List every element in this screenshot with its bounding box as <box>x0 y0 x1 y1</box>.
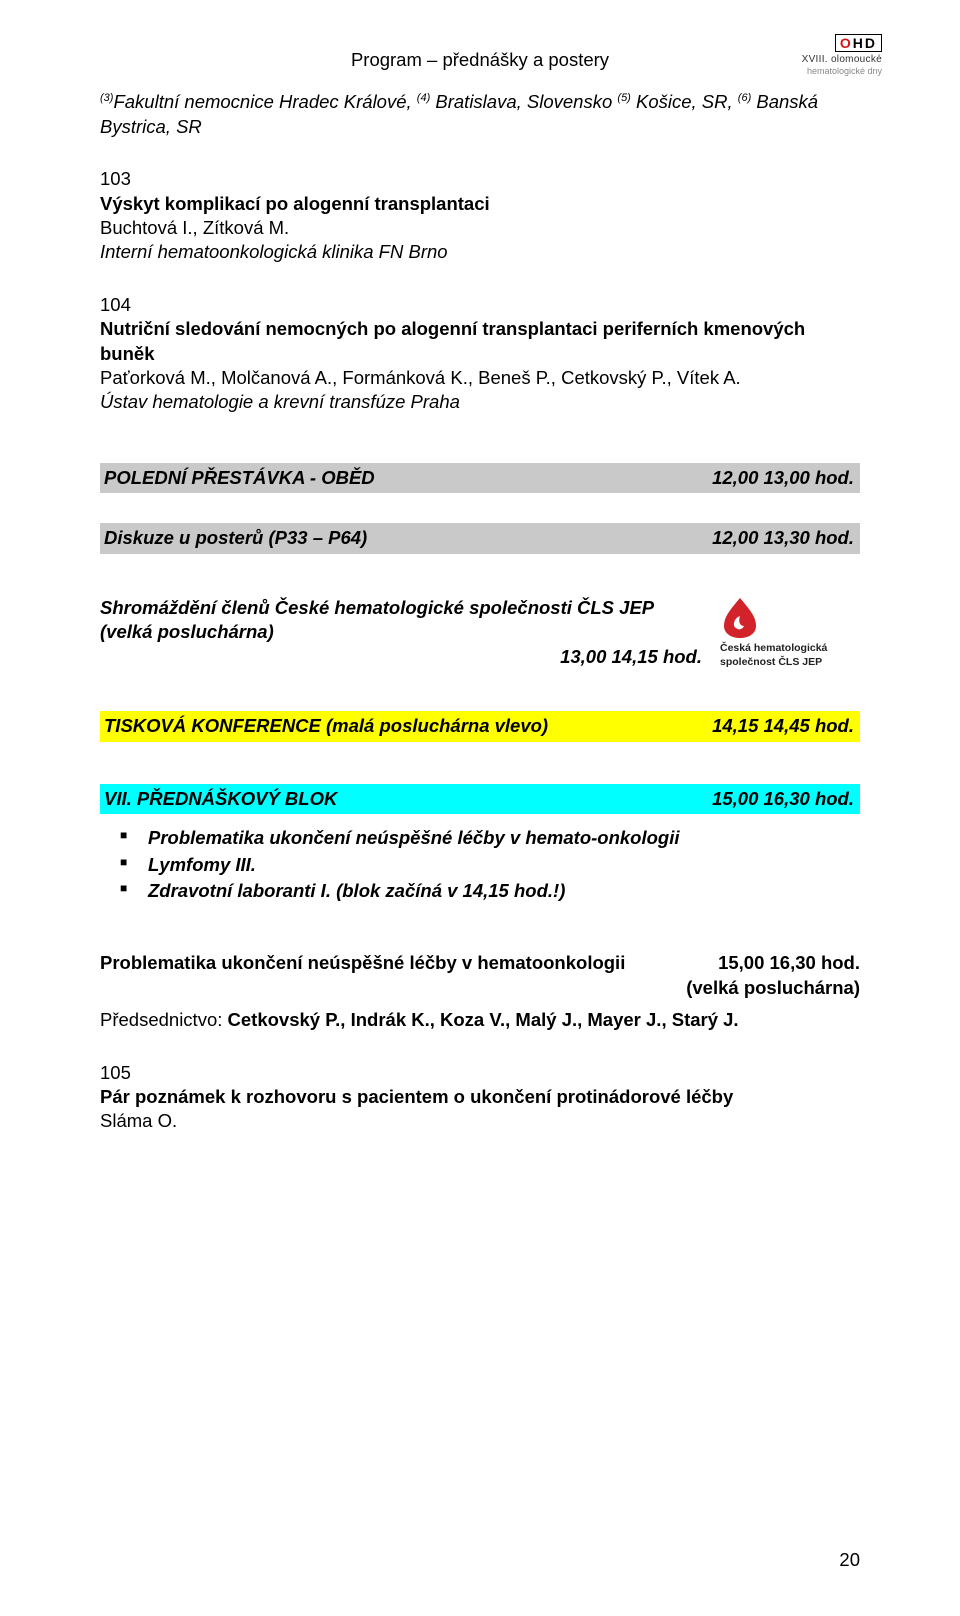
bullet-item-2: Lymfomy III. <box>148 853 860 877</box>
lunch-break-bar: POLEDNÍ PŘESTÁVKA - OBĚD 12,00 13,00 hod… <box>100 463 860 493</box>
entry-105-title: Pár poznámek k rozhovoru s pacientem o u… <box>100 1085 860 1109</box>
page-number: 20 <box>839 1548 860 1572</box>
affil-t1: Fakultní nemocnice Hradec Králové, <box>113 91 416 112</box>
assembly-time: 13,00 14,15 hod. <box>100 645 702 669</box>
lecture-block-7-time: 15,00 16,30 hod. <box>712 787 854 811</box>
press-conference-label: TISKOVÁ KONFERENCE (malá posluchárna vle… <box>104 714 712 738</box>
page-container: Program – přednášky a postery OHD XVIII.… <box>0 0 960 1616</box>
affil-t2: Bratislava, Slovensko <box>430 91 617 112</box>
session-right: 15,00 16,30 hod. (velká posluchárna) <box>686 951 860 1000</box>
ohd-logo-box: OHD <box>835 34 882 52</box>
affil-sup6: (6) <box>738 92 751 104</box>
session-header-row: Problematika ukončení neúspěšné léčby v … <box>100 951 860 1000</box>
bullet-item-1: Problematika ukončení neúspěšné léčby v … <box>148 826 860 850</box>
entry-103-title: Výskyt komplikací po alogenní transplant… <box>100 192 860 216</box>
affil-sup5: (5) <box>617 92 630 104</box>
entry-104-authors: Paťorková M., Molčanová A., Formánková K… <box>100 366 860 390</box>
poster-discussion-bar: Diskuze u posterů (P33 – P64) 12,00 13,3… <box>100 523 860 553</box>
entry-104-inst: Ústav hematologie a krevní transfúze Pra… <box>100 390 860 414</box>
event-logo-sub1: XVIII. olomoucké <box>712 54 882 66</box>
press-conference-bar: TISKOVÁ KONFERENCE (malá posluchárna vle… <box>100 711 860 741</box>
press-conference-time: 14,15 14,45 hod. <box>712 714 854 738</box>
chair-line: Předsednictvo: Cetkovský P., Indrák K., … <box>100 1008 860 1032</box>
lunch-break-label: POLEDNÍ PŘESTÁVKA - OBĚD <box>104 466 712 490</box>
entry-104-title: Nutriční sledování nemocných po alogenní… <box>100 317 860 366</box>
entry-105-num: 105 <box>100 1061 860 1085</box>
event-logo-sub2: hematologické dny <box>712 66 882 76</box>
entry-103-num: 103 <box>100 167 860 191</box>
entry-104: 104 Nutriční sledování nemocných po alog… <box>100 293 860 415</box>
poster-discussion-time: 12,00 13,30 hod. <box>712 526 854 550</box>
ohd-logo-o: O <box>840 35 853 51</box>
lecture-block-7-label: VII. PŘEDNÁŠKOVÝ BLOK <box>104 787 712 811</box>
chs-logo-line1: Česká hematologická <box>720 642 860 656</box>
affil-sup3: (3) <box>100 92 113 104</box>
entry-103: 103 Výskyt komplikací po alogenní transp… <box>100 167 860 265</box>
chair-names: Cetkovský P., Indrák K., Koza V., Malý J… <box>228 1009 739 1030</box>
entry-104-num: 104 <box>100 293 860 317</box>
ohd-logo-hd: HD <box>853 35 877 51</box>
affiliation-note: (3)Fakultní nemocnice Hradec Králové, (4… <box>100 90 860 139</box>
session-time: 15,00 16,30 hod. <box>686 951 860 975</box>
chs-logo-drop-icon <box>720 594 760 640</box>
affil-t3: Košice, SR, <box>631 91 738 112</box>
event-logo: OHD XVIII. olomoucké hematologické dny <box>712 34 882 76</box>
chs-logo: Česká hematologická společnost ČLS JEP <box>720 594 860 670</box>
block7-bullet-list: Problematika ukončení neúspěšné léčby v … <box>100 826 860 903</box>
lecture-block-7-bar: VII. PŘEDNÁŠKOVÝ BLOK 15,00 16,30 hod. <box>100 784 860 814</box>
affil-sup4: (4) <box>417 92 430 104</box>
session-title: Problematika ukončení neúspěšné léčby v … <box>100 951 625 1000</box>
session-room: (velká posluchárna) <box>686 976 860 1000</box>
assembly-text: Shromáždění členů České hematologické sp… <box>100 596 702 669</box>
entry-105: 105 Pár poznámek k rozhovoru s pacientem… <box>100 1061 860 1134</box>
lunch-break-time: 12,00 13,00 hod. <box>712 466 854 490</box>
assembly-block: Shromáždění členů České hematologické sp… <box>100 596 860 670</box>
assembly-line2: (velká posluchárna) <box>100 620 702 644</box>
assembly-line1: Shromáždění členů České hematologické sp… <box>100 596 702 620</box>
chair-label: Předsednictvo: <box>100 1009 228 1030</box>
entry-103-authors: Buchtová I., Zítková M. <box>100 216 860 240</box>
entry-105-authors: Sláma O. <box>100 1109 860 1133</box>
chs-logo-line2: společnost ČLS JEP <box>720 656 860 670</box>
poster-discussion-label: Diskuze u posterů (P33 – P64) <box>104 526 712 550</box>
entry-103-inst: Interní hematoonkologická klinika FN Brn… <box>100 240 860 264</box>
bullet-item-3: Zdravotní laboranti I. (blok začíná v 14… <box>148 879 860 903</box>
